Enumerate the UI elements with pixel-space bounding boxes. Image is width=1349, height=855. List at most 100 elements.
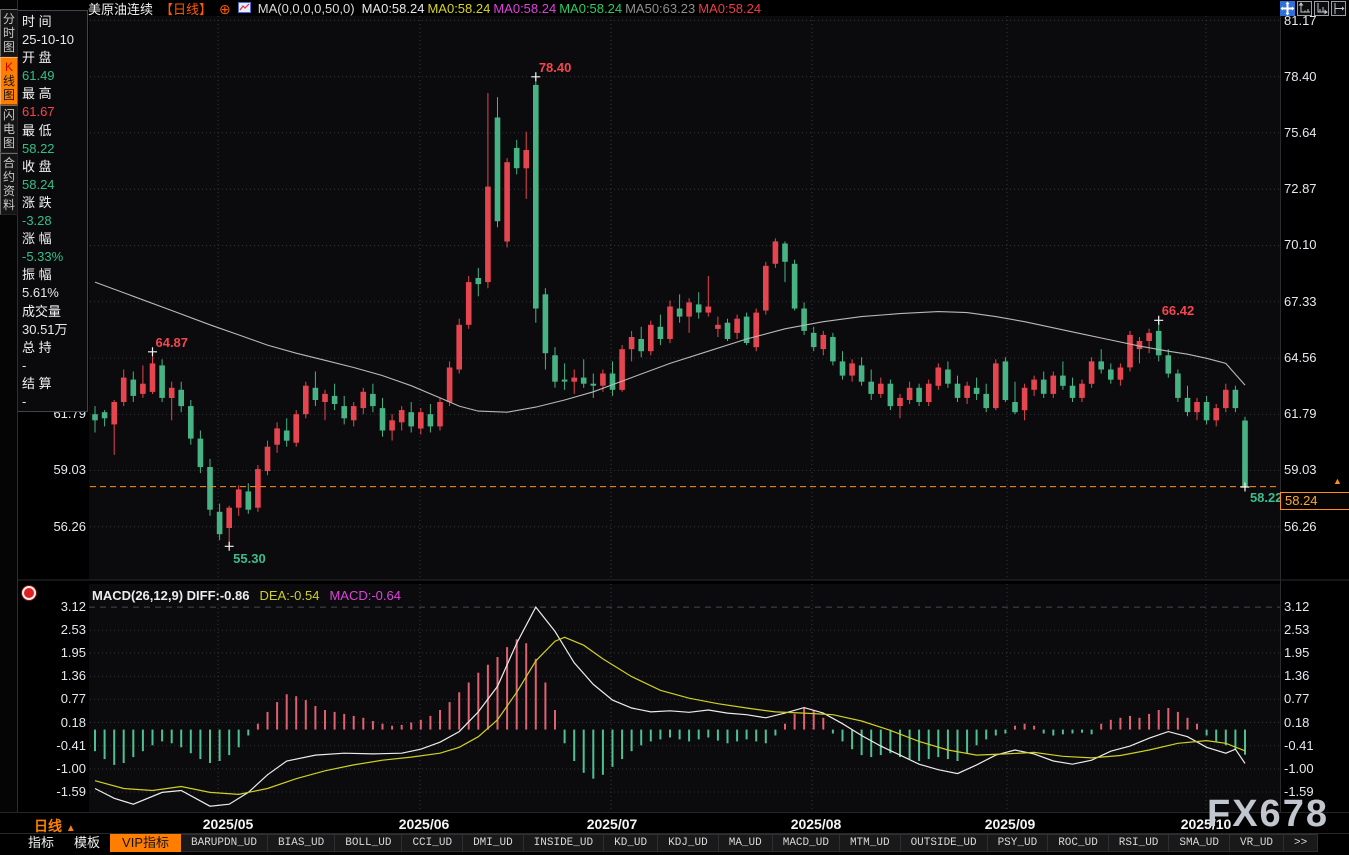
latest-arrow-icon[interactable]: ▲ <box>1333 476 1342 486</box>
indicator-tab-barupdn_ud[interactable]: BARUPDN_UD <box>181 834 269 852</box>
indicator-tab-inside_ud[interactable]: INSIDE_UD <box>523 834 605 852</box>
info-label: 结 算 <box>22 375 52 391</box>
info-label: 开 盘 <box>22 50 52 66</box>
chart-type-icon[interactable] <box>237 1 251 16</box>
info-label: 收 盘 <box>22 158 52 174</box>
indicator-tab-outside_ud[interactable]: OUTSIDE_UD <box>900 834 988 852</box>
ma-values: MA0:58.24 MA0:58.24 MA0:58.24 MA0:58.24 MA50… <box>362 1 764 16</box>
date-label: 2025/06 <box>398 816 450 832</box>
axis-label: 0.77 <box>1284 691 1310 707</box>
side-tab-char: 图 <box>2 136 15 150</box>
extreme-marker <box>531 72 541 82</box>
side-tab-char: 料 <box>2 198 15 212</box>
indicator-tab-macd_ud[interactable]: MACD_UD <box>772 834 840 852</box>
info-value: - <box>22 357 27 373</box>
macd-diff-line <box>94 606 1246 807</box>
price-annotation: 64.87 <box>155 334 189 350</box>
side-tab-char: 合 <box>2 156 15 170</box>
toolbar-tab-vip[interactable]: VIP指标 <box>110 834 181 852</box>
ma-value: MA0:58.24 <box>698 1 762 16</box>
indicator-tab-psy_ud[interactable]: PSY_UD <box>987 834 1049 852</box>
ma-settings-label[interactable]: MA(0,0,0,0,50,0) <box>257 1 355 16</box>
indicator-tab-kd_ud[interactable]: KD_UD <box>604 834 659 852</box>
axis-fit-icon[interactable] <box>1297 1 1312 16</box>
info-label: 最 低 <box>22 122 52 138</box>
circle-plus-icon[interactable]: ⊕ <box>219 0 231 17</box>
axis-shift-icon[interactable] <box>1331 1 1346 16</box>
info-label: 涨 跌 <box>22 194 52 210</box>
axis-label: 70.10 <box>1284 237 1317 253</box>
indicator-tab-rsi_ud[interactable]: RSI_UD <box>1108 834 1170 852</box>
price-annotation: 66.42 <box>1161 303 1195 319</box>
axis-scale-icon[interactable] <box>1314 1 1329 16</box>
price-annotation: 58.22 <box>1249 489 1283 505</box>
period-up-icon: ▲ <box>65 823 76 834</box>
indicator-tab-bias_ud[interactable]: BIAS_UD <box>268 834 336 852</box>
date-label: 2025/08 <box>790 816 842 832</box>
axis-label: 67.33 <box>1284 293 1317 309</box>
indicator-tab-cci_ud[interactable]: CCI_UD <box>402 834 464 852</box>
axis-label: 81.17 <box>1284 12 1317 28</box>
side-tab-char: 图 <box>2 88 15 102</box>
indicator-tab-vr_ud[interactable]: VR_UD <box>1230 834 1285 852</box>
pan-icon[interactable] <box>1280 1 1295 16</box>
indicator-tab-ma_ud[interactable]: MA_UD <box>718 834 773 852</box>
axis-label: 0.18 <box>60 714 86 730</box>
side-tab-4[interactable]: 合约资料 <box>0 153 18 215</box>
info-value: - <box>22 393 27 409</box>
macd-dea-line <box>94 636 1246 796</box>
info-label: 成交量 <box>22 303 62 319</box>
axis-label: 75.64 <box>1284 124 1317 140</box>
info-value: 61.67 <box>22 104 55 120</box>
extreme-marker <box>224 541 234 551</box>
side-tab-3[interactable]: 闪电图 <box>0 105 18 153</box>
extreme-marker <box>148 347 157 357</box>
candlestick-layer <box>92 76 1248 547</box>
axis-label: -1.59 <box>56 784 86 800</box>
axis-label: 61.79 <box>1284 406 1317 422</box>
side-tab-1[interactable]: 分时图 <box>0 9 18 57</box>
ma-value: MA50:63.23 <box>625 1 696 16</box>
quote-info-panel: 时 间 25-10-10 开 盘 61.49 最 高 61.67 最 低 58.22 收 盘 58… <box>17 10 88 412</box>
top-bar: 美原油连续 【日线】 ⊕ MA(0,0,0,0,50,0) MA0:58.24 M… <box>88 0 764 17</box>
side-tab-char: 线 <box>2 74 15 88</box>
axis-label: -0.41 <box>56 737 86 753</box>
period-tag: 【日线】 <box>160 2 213 17</box>
axis-label: 59.03 <box>53 462 86 478</box>
indicator-tab-dmi_ud[interactable]: DMI_UD <box>463 834 524 852</box>
axis-label: -0.41 <box>1284 737 1314 753</box>
info-label: 振 幅 <box>22 267 52 283</box>
indicator-tab-roc_ud[interactable]: ROC_UD <box>1048 834 1109 852</box>
axis-label: 0.77 <box>60 691 86 707</box>
page-title: 美原油连续 <box>88 2 154 17</box>
info-label: 涨 幅 <box>22 231 52 247</box>
indicator-tab-mtm_ud[interactable]: MTM_UD <box>839 834 901 852</box>
indicator-tab-boll_ud[interactable]: BOLL_UD <box>335 834 403 852</box>
axis-label: 56.26 <box>1284 518 1317 534</box>
macd-header: MACD(26,12,9) DIFF:-0.86 DEA:-0.54 MACD:… <box>92 588 401 603</box>
date-label: 2025/07 <box>586 816 638 832</box>
axis-label: 2.53 <box>60 622 86 638</box>
toolbar-tab-2[interactable]: 模板 <box>74 835 101 850</box>
indicator-dot-icon[interactable] <box>22 586 36 600</box>
axis-label: 3.12 <box>1284 599 1310 615</box>
macd-macd-label: MACD:-0.64 <box>329 588 401 603</box>
side-tab-char: 时 <box>2 26 15 40</box>
period-selector[interactable]: 日线 ▲ <box>34 818 76 834</box>
indicator-tab-sma_ud[interactable]: SMA_UD <box>1169 834 1231 852</box>
toolbar-more-tab[interactable]: >> <box>1284 834 1319 852</box>
info-value: 30.51万 <box>22 321 68 337</box>
axis-label: 3.12 <box>60 599 86 615</box>
extreme-marker <box>1154 315 1164 325</box>
extreme-marker <box>1240 482 1250 492</box>
info-value: -5.33% <box>22 249 64 265</box>
toolbar-tab-1[interactable]: 指标 <box>28 835 55 850</box>
indicator-tab-kdj_ud[interactable]: KDJ_UD <box>658 834 719 852</box>
axis-label: -1.00 <box>1284 760 1314 776</box>
date-label: 2025/09 <box>984 816 1036 832</box>
side-tab-char: 资 <box>2 184 15 198</box>
